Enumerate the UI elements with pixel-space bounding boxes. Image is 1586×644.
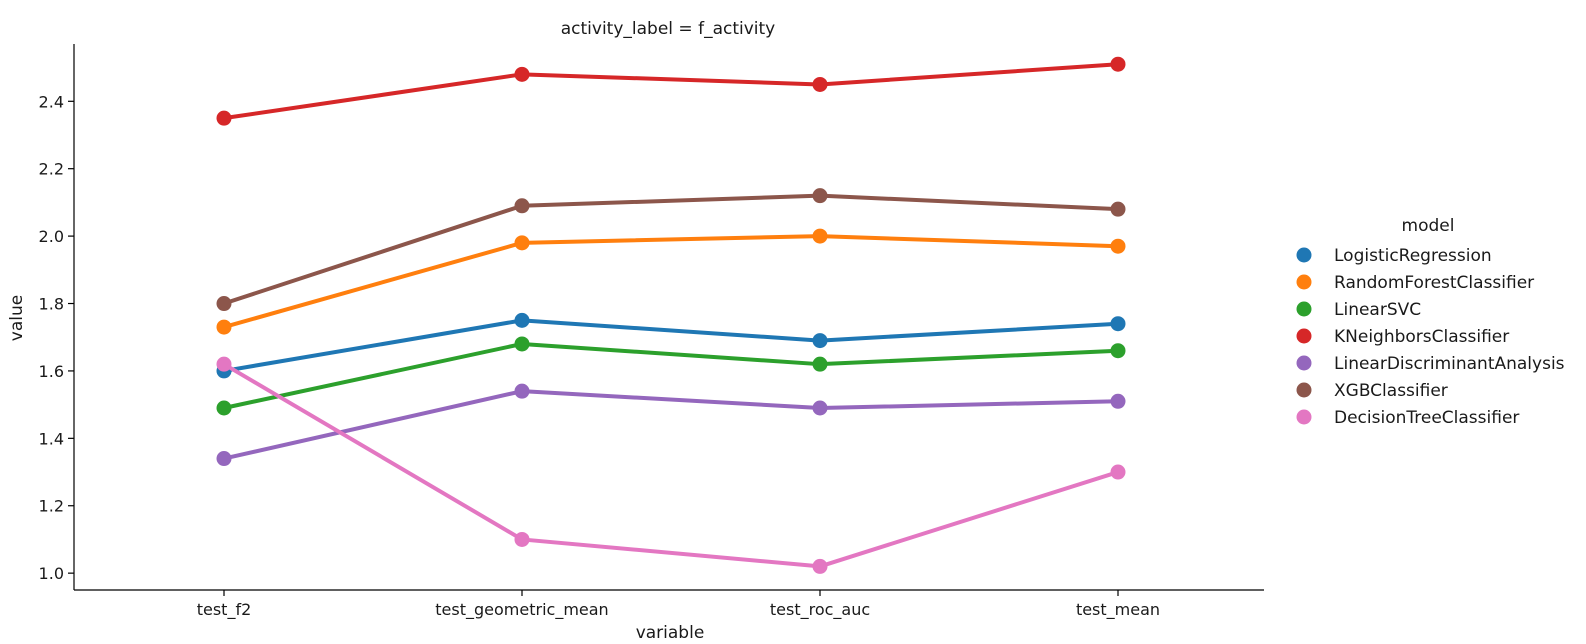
data-point (812, 356, 828, 372)
legend-marker (1296, 355, 1312, 371)
data-point (1110, 343, 1126, 359)
legend-item: RandomForestClassifier (1296, 273, 1534, 293)
y-tick-label: 1.4 (39, 429, 64, 448)
y-tick-label: 2.0 (39, 227, 64, 246)
y-tick-label: 1.0 (39, 564, 64, 583)
data-point (1110, 464, 1126, 480)
series-group (216, 356, 1126, 574)
data-point (1110, 56, 1126, 72)
legend-marker (1296, 382, 1312, 398)
data-point (514, 235, 530, 251)
data-point (514, 531, 530, 547)
x-tick-label: test_f2 (197, 600, 252, 620)
x-tick-label: test_geometric_mean (435, 600, 608, 620)
series-layer (216, 56, 1126, 574)
series-group (216, 188, 1126, 312)
data-point (1110, 238, 1126, 254)
y-tick-label: 1.2 (39, 497, 64, 516)
legend-item: LinearSVC (1296, 300, 1421, 320)
data-point (812, 400, 828, 416)
data-point (216, 451, 232, 467)
data-point (812, 188, 828, 204)
series-group (216, 228, 1126, 335)
series-line (222, 62, 1120, 121)
legend-item: KNeighborsClassifier (1296, 327, 1509, 347)
data-point (514, 312, 530, 328)
series-line (222, 389, 1120, 461)
legend-label: XGBClassifier (1334, 381, 1448, 401)
legend-label: RandomForestClassifier (1334, 273, 1534, 293)
data-point (812, 76, 828, 92)
legend-label: LinearDiscriminantAnalysis (1334, 354, 1565, 374)
series-group (216, 336, 1126, 416)
series-line (222, 234, 1120, 330)
x-ticks: test_f2 test_geometric_mean test_roc_auc te… (197, 590, 1160, 620)
legend-item: LinearDiscriminantAnalysis (1296, 354, 1565, 374)
legend-title: model (1402, 216, 1455, 236)
data-point (812, 228, 828, 244)
data-point (216, 319, 232, 335)
legend-item: XGBClassifier (1296, 381, 1448, 401)
legend-items: LogisticRegression RandomForestClassifier… (1296, 246, 1565, 428)
legend-item: LogisticRegression (1296, 246, 1492, 266)
legend-label: KNeighborsClassifier (1334, 327, 1509, 347)
series-line (222, 318, 1120, 373)
data-point (514, 66, 530, 82)
data-point (812, 333, 828, 349)
legend-marker (1296, 409, 1312, 425)
data-point (216, 296, 232, 312)
y-tick-label: 2.4 (39, 92, 64, 111)
y-tick-label: 1.8 (39, 295, 64, 314)
data-point (216, 110, 232, 126)
legend-item: DecisionTreeClassifier (1296, 408, 1519, 428)
legend-marker (1296, 274, 1312, 290)
data-point (514, 198, 530, 214)
data-point (514, 336, 530, 352)
legend-marker (1296, 247, 1312, 263)
data-point (514, 383, 530, 399)
data-point (216, 356, 232, 372)
chart-title: activity_label = f_activity (561, 19, 775, 39)
x-axis-title: variable (636, 623, 705, 640)
data-point (1110, 393, 1126, 409)
data-point (216, 400, 232, 416)
y-axis-title: value (7, 295, 27, 341)
legend-marker (1296, 301, 1312, 317)
y-tick-label: 1.6 (39, 362, 64, 381)
legend-label: LogisticRegression (1334, 246, 1492, 266)
legend-label: LinearSVC (1334, 300, 1421, 320)
x-tick-label: test_mean (1076, 600, 1160, 620)
series-group (216, 56, 1126, 126)
legend-marker (1296, 328, 1312, 344)
series-group (216, 312, 1126, 379)
series-line (222, 341, 1120, 410)
data-point (812, 558, 828, 574)
series-line (222, 362, 1120, 569)
y-tick-label: 2.2 (39, 160, 64, 179)
legend: model LogisticRegression RandomForestClas… (1296, 216, 1565, 428)
series-group (216, 383, 1126, 467)
y-ticks: 1.0 1.2 1.4 1.6 1.8 2.0 2.2 2.4 (39, 92, 74, 583)
axes (73, 44, 1264, 591)
series-line (222, 193, 1120, 306)
data-point (1110, 201, 1126, 217)
legend-label: DecisionTreeClassifier (1334, 408, 1519, 428)
data-point (1110, 316, 1126, 332)
x-tick-label: test_roc_auc (770, 600, 870, 620)
